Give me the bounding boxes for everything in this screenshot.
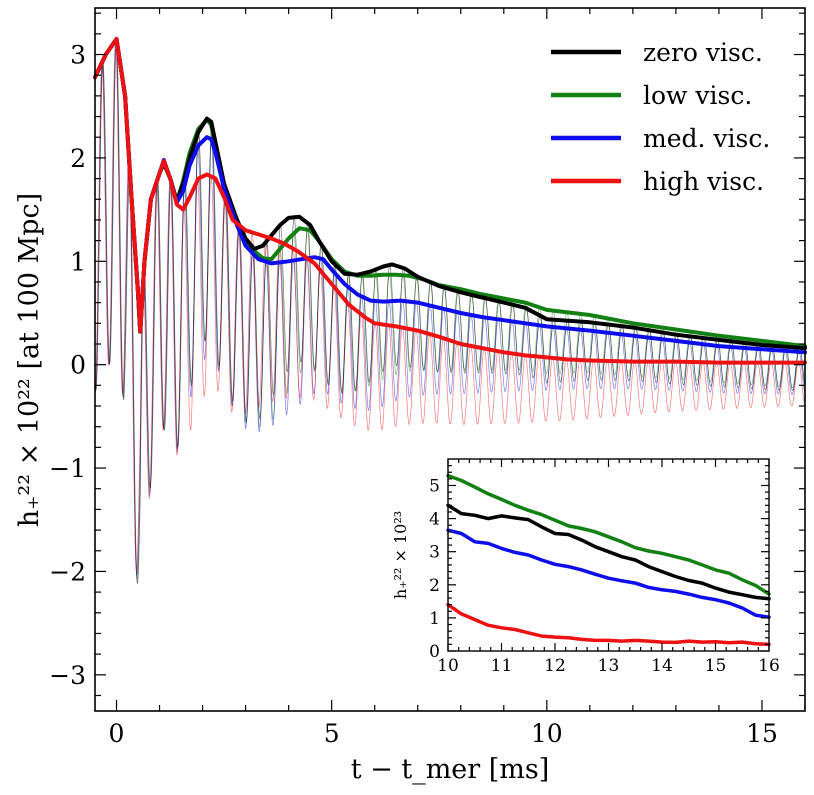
y-axis-label: h₊²² × 10²² [at 100 Mpc] <box>14 193 45 527</box>
legend-label-low-visc: low visc. <box>643 81 752 110</box>
main-plot-frame <box>94 7 806 712</box>
inset-y-tick-label: 4 <box>429 510 440 530</box>
inset-y-tick-label: 2 <box>429 576 440 596</box>
y-tick-label: −1 <box>49 454 86 483</box>
oscillation-high-visc <box>94 40 806 572</box>
legend: zero visc. low visc. med. visc. high visc. <box>551 38 770 196</box>
inset-x-tick-label: 14 <box>651 656 673 676</box>
inset-x-tick-label: 16 <box>758 656 780 676</box>
inset-y-tick-label: 1 <box>429 609 440 629</box>
series-line-high-visc <box>93 37 807 365</box>
y-tick-label: 2 <box>70 144 86 173</box>
inset-x-tick-label: 15 <box>705 656 727 676</box>
inset-plot-frame <box>447 458 770 652</box>
x-axis-label: t − t_mer [ms] <box>351 754 550 785</box>
x-tick-label: 15 <box>746 719 778 748</box>
x-tick-label: 0 <box>109 719 125 748</box>
inset-y-axis-label: h₊²² × 10²³ <box>391 511 410 599</box>
legend-label-high-visc: high visc. <box>643 167 764 196</box>
y-tick-label: 1 <box>70 247 86 276</box>
y-tick-label: 0 <box>70 351 86 380</box>
inset-x-tick-label: 10 <box>437 656 459 676</box>
inset-x-tick-label: 13 <box>598 656 620 676</box>
inset-y-tick-label: 0 <box>429 642 440 662</box>
y-tick-label: −2 <box>49 557 86 586</box>
inset-series-line-low-visc <box>446 473 771 596</box>
legend-label-zero-visc: zero visc. <box>643 38 763 67</box>
inset-x-tick-label: 12 <box>544 656 566 676</box>
y-tick-label: −3 <box>49 661 86 690</box>
inset-series-line-zero-visc <box>446 503 771 601</box>
y-tick-label: 3 <box>70 41 86 70</box>
inset-x-tick-label: 11 <box>491 656 513 676</box>
inset-series-line-med-visc <box>446 528 771 619</box>
x-tick-label: 10 <box>531 719 563 748</box>
x-tick-label: 5 <box>324 719 340 748</box>
legend-label-med-visc: med. visc. <box>643 124 770 153</box>
inset-y-tick-label: 3 <box>429 543 440 563</box>
inset-y-tick-label: 5 <box>429 476 440 496</box>
inset-series-line-high-visc <box>446 602 771 647</box>
